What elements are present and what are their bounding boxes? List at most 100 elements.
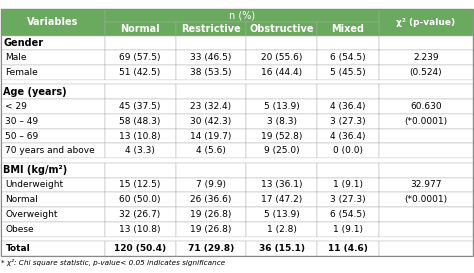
Text: 3 (8.3): 3 (8.3) — [267, 117, 297, 126]
Text: < 29: < 29 — [5, 102, 27, 111]
Bar — [105, 99, 175, 114]
Text: Normal: Normal — [120, 23, 160, 34]
Text: 60.630: 60.630 — [410, 102, 442, 111]
Bar — [0, 222, 105, 237]
Text: 70 years and above: 70 years and above — [5, 146, 95, 155]
Bar — [175, 129, 246, 144]
Bar — [105, 222, 175, 237]
Bar — [318, 163, 379, 178]
Text: 38 (53.5): 38 (53.5) — [190, 68, 232, 77]
Bar — [175, 144, 246, 158]
Text: 1 (9.1): 1 (9.1) — [333, 225, 363, 234]
Text: 20 (55.6): 20 (55.6) — [261, 53, 302, 62]
Text: 16 (44.4): 16 (44.4) — [261, 68, 302, 77]
Text: BMI (kg/m²): BMI (kg/m²) — [3, 165, 67, 175]
Bar — [246, 192, 318, 207]
Text: 60 (50.0): 60 (50.0) — [119, 195, 161, 204]
Bar — [0, 65, 105, 80]
Text: 4 (36.4): 4 (36.4) — [330, 102, 366, 111]
Bar — [246, 84, 318, 99]
Text: (0.524): (0.524) — [410, 68, 442, 77]
Text: 4 (3.3): 4 (3.3) — [125, 146, 155, 155]
Bar — [318, 114, 379, 129]
Bar — [318, 222, 379, 237]
Bar — [379, 50, 474, 65]
Bar — [246, 35, 318, 50]
Bar — [246, 22, 318, 35]
Bar — [0, 50, 105, 65]
Text: 4 (36.4): 4 (36.4) — [330, 132, 366, 141]
Text: 45 (37.5): 45 (37.5) — [119, 102, 161, 111]
Bar — [105, 22, 175, 35]
Text: Underweight: Underweight — [5, 180, 64, 189]
Bar — [105, 192, 175, 207]
Text: 9 (25.0): 9 (25.0) — [264, 146, 300, 155]
Text: Mixed: Mixed — [332, 23, 365, 34]
Bar — [0, 129, 105, 144]
Text: χ² (p-value): χ² (p-value) — [396, 18, 456, 27]
Bar — [105, 9, 379, 22]
Text: 36 (15.1): 36 (15.1) — [259, 244, 305, 253]
Bar — [0, 241, 105, 256]
Text: (*0.0001): (*0.0001) — [404, 195, 447, 204]
Text: Gender: Gender — [3, 38, 43, 48]
Text: 120 (50.4): 120 (50.4) — [114, 244, 166, 253]
Bar — [105, 84, 175, 99]
Text: 0 (0.0): 0 (0.0) — [333, 146, 363, 155]
Bar — [0, 158, 474, 163]
Text: 6 (54.5): 6 (54.5) — [330, 210, 366, 219]
Bar — [175, 192, 246, 207]
Bar — [379, 222, 474, 237]
Bar — [0, 99, 105, 114]
Bar — [105, 114, 175, 129]
Text: 1 (9.1): 1 (9.1) — [333, 180, 363, 189]
Bar — [318, 99, 379, 114]
Bar — [246, 144, 318, 158]
Bar — [379, 192, 474, 207]
Bar — [175, 99, 246, 114]
Text: 1 (2.8): 1 (2.8) — [267, 225, 297, 234]
Bar — [318, 50, 379, 65]
Bar — [175, 35, 246, 50]
Text: 69 (57.5): 69 (57.5) — [119, 53, 161, 62]
Text: 5 (13.9): 5 (13.9) — [264, 102, 300, 111]
Bar — [246, 207, 318, 222]
Bar — [175, 241, 246, 256]
Bar — [175, 65, 246, 80]
Bar — [318, 84, 379, 99]
Text: Obese: Obese — [5, 225, 34, 234]
Bar — [175, 222, 246, 237]
Bar — [379, 129, 474, 144]
Text: 30 – 49: 30 – 49 — [5, 117, 38, 126]
Text: 15 (12.5): 15 (12.5) — [119, 180, 161, 189]
Bar — [379, 207, 474, 222]
Text: 6 (54.5): 6 (54.5) — [330, 53, 366, 62]
Bar — [379, 35, 474, 50]
Text: 32 (26.7): 32 (26.7) — [119, 210, 161, 219]
Bar — [246, 114, 318, 129]
Text: 26 (36.6): 26 (36.6) — [191, 195, 232, 204]
Bar — [0, 35, 105, 50]
Bar — [246, 99, 318, 114]
Text: Variables: Variables — [27, 17, 78, 27]
Text: 19 (52.8): 19 (52.8) — [261, 132, 302, 141]
Bar — [175, 114, 246, 129]
Bar — [105, 163, 175, 178]
Bar — [0, 192, 105, 207]
Text: 23 (32.4): 23 (32.4) — [191, 102, 232, 111]
Text: 19 (26.8): 19 (26.8) — [191, 225, 232, 234]
Text: Age (years): Age (years) — [3, 87, 67, 97]
Bar — [105, 241, 175, 256]
Bar — [318, 178, 379, 192]
Bar — [379, 65, 474, 80]
Text: 50 – 69: 50 – 69 — [5, 132, 39, 141]
Bar — [105, 207, 175, 222]
Bar — [105, 35, 175, 50]
Bar — [175, 84, 246, 99]
Bar — [105, 144, 175, 158]
Text: Female: Female — [5, 68, 38, 77]
Bar — [318, 22, 379, 35]
Bar — [0, 80, 474, 84]
Text: n (%): n (%) — [228, 10, 255, 20]
Bar — [0, 207, 105, 222]
